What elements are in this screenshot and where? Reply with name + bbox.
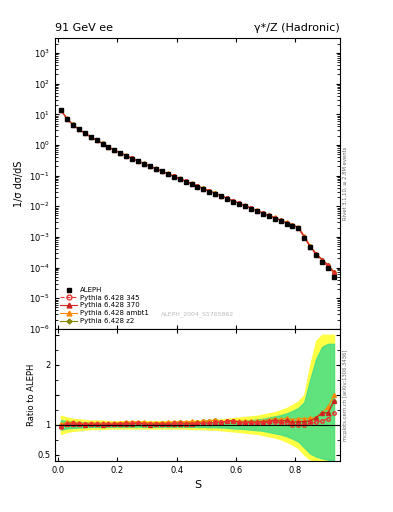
Y-axis label: 1/σ dσ/dS: 1/σ dσ/dS — [13, 160, 24, 207]
Text: mcplots.cern.ch [arXiv:1306.3436]: mcplots.cern.ch [arXiv:1306.3436] — [343, 349, 348, 440]
Legend: ALEPH, Pythia 6.428 345, Pythia 6.428 370, Pythia 6.428 ambt1, Pythia 6.428 z2: ALEPH, Pythia 6.428 345, Pythia 6.428 37… — [59, 286, 150, 325]
X-axis label: S: S — [194, 480, 201, 490]
Y-axis label: Ratio to ALEPH: Ratio to ALEPH — [27, 364, 36, 426]
Text: ALEPH_2004_S5765862: ALEPH_2004_S5765862 — [161, 311, 234, 317]
Text: 91 GeV ee: 91 GeV ee — [55, 23, 113, 33]
Text: Rivet 3.1.10, ≥ 2.8M events: Rivet 3.1.10, ≥ 2.8M events — [343, 147, 348, 220]
Text: γ*/Z (Hadronic): γ*/Z (Hadronic) — [254, 23, 340, 33]
